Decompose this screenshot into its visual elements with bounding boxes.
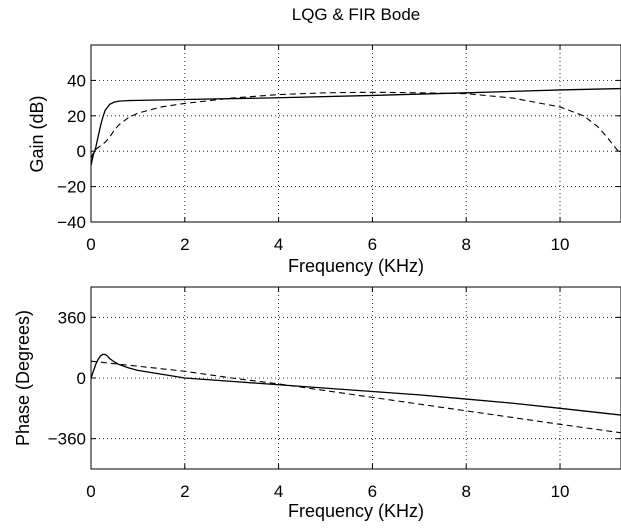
gain-panel: 0 2 4 6 8 10 −40 −20 0 20 40 Frequency (KHz) Gain …: [27, 44, 621, 276]
phase-ytick-label: −360: [48, 430, 86, 449]
gain-xtick-label: 10: [551, 235, 570, 254]
gain-xtick-label: 8: [461, 235, 470, 254]
phase-lines: [90, 353, 621, 434]
gain-ytick-label: −40: [57, 213, 86, 232]
gain-series-dashed-line: [90, 91, 621, 159]
gain-xlabel: Frequency (KHz): [288, 256, 424, 276]
gain-ytick-label: 0: [77, 142, 86, 161]
phase-series-dashed-line: [90, 360, 621, 434]
gain-ylabel: Gain (dB): [27, 95, 47, 172]
phase-xtick-label: 4: [274, 482, 283, 501]
phase-ylabel: Phase (Degrees): [13, 310, 33, 446]
gain-xtick-label: 6: [368, 235, 377, 254]
gain-grid: [91, 45, 621, 223]
phase-panel: 0 2 4 6 8 10 −360 0 360 Frequency (KHz) Phase (D…: [13, 286, 621, 521]
phase-ticks: 0 2 4 6 8 10 −360 0 360: [48, 287, 621, 501]
gain-series-solid-line: [90, 87, 621, 166]
gain-xtick-label: 4: [274, 235, 283, 254]
gain-ytick-label: 20: [67, 107, 86, 126]
phase-xtick-label: 2: [180, 482, 189, 501]
gain-lines: [90, 87, 621, 166]
phase-ytick-label: 360: [58, 308, 86, 327]
phase-xtick-label: 8: [461, 482, 470, 501]
phase-xtick-label: 0: [86, 482, 95, 501]
gain-ticks: 0 2 4 6 8 10 −40 −20 0 20 40: [57, 45, 621, 254]
phase-series-solid-line: [90, 353, 621, 416]
phase-xlabel: Frequency (KHz): [288, 501, 424, 521]
gain-ytick-label: 40: [67, 71, 86, 90]
phase-ytick-label: 0: [77, 369, 86, 388]
phase-grid: [91, 287, 621, 469]
gain-xtick-label: 0: [86, 235, 95, 254]
phase-xtick-label: 6: [368, 482, 377, 501]
gain-ytick-label: −20: [57, 178, 86, 197]
gain-xtick-label: 2: [180, 235, 189, 254]
gain-axes-frame: [90, 44, 621, 223]
chart-title: LQG & FIR Bode: [292, 5, 421, 24]
phase-xtick-label: 10: [551, 482, 570, 501]
